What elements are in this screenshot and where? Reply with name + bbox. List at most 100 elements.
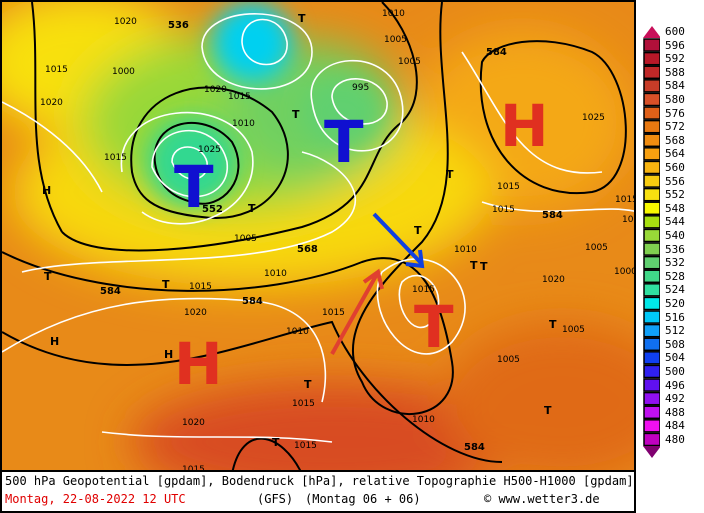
isobar-label: 1020 [40,98,63,108]
legend-swatch [643,323,660,338]
isobar-label: 1010 [412,415,435,425]
legend-swatch [643,391,660,406]
geo-label: 584 [242,296,263,307]
legend-label: 540 [665,229,685,242]
legend-label: 548 [665,201,685,215]
color-legend: 600 596 592 588 584 580 576 572 568 564 560 556 552 5… [640,26,704,460]
legend-swatch [643,92,660,107]
legend-label: 496 [665,378,685,392]
legend-label: 488 [665,405,685,419]
pressure-marker: T [446,168,454,181]
legend-swatch [643,187,660,202]
legend-swatch [643,364,660,379]
model-run: (Montag 06 + 06) [305,492,421,506]
legend-swatch [643,378,660,392]
blue-arrow-head [405,249,425,269]
legend-label: 556 [665,174,685,188]
isobar-label: 1005 [234,234,257,244]
pressure-marker: H [164,348,173,361]
low-norway-label: T [324,108,364,176]
pressure-marker: H [42,184,51,197]
legend-swatch [643,65,660,80]
isobar-label: 1000 [112,67,135,77]
isobar-label: 1015 [492,205,515,215]
red-arrow [330,273,379,355]
geo-label: 584 [100,286,121,297]
legend-label: 524 [665,283,685,297]
legend-label: 588 [665,65,685,79]
legend-swatch [643,174,660,188]
isobar-label: 1020 [184,308,207,318]
copyright[interactable]: © www.wetter3.de [484,492,600,506]
isobar-label: 1015 [412,285,435,295]
legend-swatch [643,337,660,352]
isobar-label: 1010 [264,269,287,279]
high-russia-label: H [500,92,549,160]
pressure-marker: T [304,378,312,391]
pressure-marker: T [44,270,52,283]
legend-label: 580 [665,93,685,106]
isobar-label: 1005 [384,35,407,45]
legend-swatch [643,283,660,297]
pressure-marker: T [414,224,422,237]
legend-label: 492 [665,392,685,406]
isobar-label: 1020 [182,418,205,428]
isobar-label: 1015 [615,195,636,205]
legend-label: 480 [665,433,685,446]
geo-label: 536 [168,20,189,31]
isobar-label: 1015 [497,182,520,192]
legend-swatch [643,133,660,148]
legend-swatch [643,38,660,52]
isobar-label: 1015 [45,65,68,75]
isobar-label: 1015 [182,465,205,472]
isobar-labels: 1015 1000 1020 1010 1015 1005 1025 1015 995 1020 1… [40,9,636,472]
pressure-marker: T [470,259,478,272]
chart-footer: 500 hPa Geopotential [gpdam], Bodendruck… [0,472,636,513]
geopotential-labels: 536 552 568 584 584 584 584 584 [100,20,563,453]
legend-swatch [643,310,660,324]
legend-top-arrow [643,26,660,38]
chart-title: 500 hPa Geopotential [gpdam], Bodendruck… [5,474,634,488]
legend-label: 500 [665,365,685,378]
legend-label: 564 [665,147,685,161]
pressure-marker: T [480,260,488,273]
legend-label: 544 [665,215,685,229]
geopotential-contours [2,2,627,470]
isobar-label: 995 [352,83,369,93]
isobar-label: 1010 [286,327,309,337]
isobar-label: 1015 [292,399,315,409]
legend-label: 572 [665,120,685,134]
isobar-label: 1005 [562,325,585,335]
weather-map: T T T H H 536 552 568 584 584 584 584 58 [0,0,636,472]
geo-label: 584 [464,442,485,453]
pressure-marker: H [50,335,59,348]
low-iceland-label: T [174,153,214,221]
legend-swatch [643,119,660,134]
pressure-marker: T [544,404,552,417]
pressure-marker: T [162,278,170,291]
legend-label: 600 [665,25,685,38]
legend-swatch [643,405,660,420]
isobar-label: 1010 [232,119,255,129]
legend-label: 596 [665,38,685,52]
isobars [2,13,634,443]
legend-swatch [643,255,660,270]
isobar-label: 1015 [104,153,127,163]
geo-label: 552 [202,204,223,215]
isobar-label: 1015 [228,92,251,102]
geo-label: 584 [542,210,563,221]
legend-label: 592 [665,52,685,66]
isobar-label: 1000 [614,267,636,277]
geo-label: 568 [297,244,318,255]
legend-swatch [643,79,660,93]
blue-arrow [372,212,424,266]
legend-bar [643,26,660,458]
wind-arrows [330,212,425,355]
isobar-label: 1025 [198,145,221,155]
legend-label: 508 [665,337,685,351]
geo-label: 584 [486,47,507,58]
legend-label: 512 [665,324,685,338]
legend-label: 520 [665,297,685,310]
